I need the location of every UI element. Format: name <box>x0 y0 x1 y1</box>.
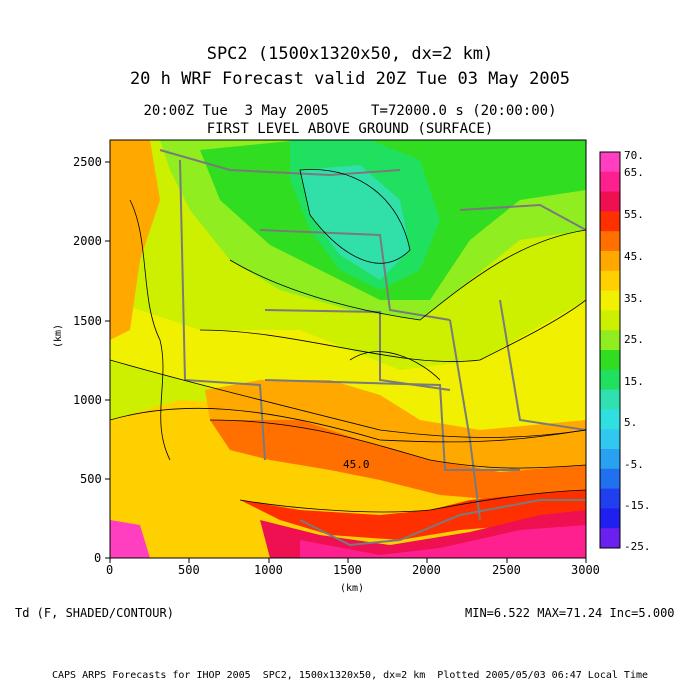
x-tick-1500: 1500 <box>333 563 362 577</box>
colorbar-band <box>600 270 620 292</box>
shaded-field <box>110 140 586 558</box>
colorbar-label-45: 45. <box>624 250 644 263</box>
boundary-southeast <box>499 299 586 431</box>
x-tick-1000: 1000 <box>254 563 283 577</box>
colorbar-band <box>600 369 620 391</box>
x-tick-marks <box>109 558 587 563</box>
y-tick-1000: 1000 <box>73 393 102 407</box>
colorbar-band <box>600 449 620 470</box>
contour-8 <box>349 351 441 381</box>
y-tick-2500: 2500 <box>73 155 102 169</box>
field-red-orange <box>240 490 586 540</box>
contour-label: 45.0 <box>343 458 370 471</box>
colorbar-label-35: 35. <box>624 292 644 305</box>
field-west-orange <box>110 140 160 340</box>
colorbar-frame <box>599 151 621 549</box>
field-description: Td (F, SHADED/CONTOUR) <box>15 606 174 620</box>
contour-4 <box>239 489 586 513</box>
y-tick-500: 500 <box>80 472 102 486</box>
colorbar-label-neg25: -25. <box>624 540 651 553</box>
colorbar-band <box>600 310 620 331</box>
field-darkorange <box>210 420 586 500</box>
colorbar-band <box>600 488 620 509</box>
colorbar-band <box>600 389 620 410</box>
title-line-1: SPC2 (1500x1320x50, dx=2 km) <box>206 44 494 64</box>
x-tick-0: 0 <box>106 563 114 577</box>
colorbar-label-70: 70. <box>624 149 644 162</box>
field-magenta <box>300 525 586 558</box>
colorbar-label-neg5: -5. <box>624 458 644 471</box>
boundary-gulf <box>299 499 586 547</box>
x-axis-label: (km) <box>340 583 365 594</box>
contour-5 <box>199 299 586 362</box>
colorbar-band <box>600 468 620 490</box>
y-tick-marks <box>105 161 110 559</box>
y-tick-2000: 2000 <box>73 234 102 248</box>
colorbar-band <box>600 350 620 371</box>
contour-9 <box>129 199 171 461</box>
x-tick-2000: 2000 <box>412 563 441 577</box>
colorbar-band <box>600 508 620 529</box>
boundary-lakes <box>459 203 586 231</box>
boundary-border-north <box>159 149 401 177</box>
colorbar-label-25: 25. <box>624 333 644 346</box>
colorbar-label-65: 65. <box>624 166 644 179</box>
colorbar-label-5: 5. <box>624 416 638 429</box>
y-axis-label: (km) <box>53 323 64 348</box>
field-pink-west <box>110 520 150 558</box>
colorbar-band <box>600 211 620 232</box>
colorbar-label-15: 15. <box>624 375 644 388</box>
contour-3 <box>209 419 586 469</box>
boundary-south <box>264 379 520 471</box>
boundary-plains <box>259 229 451 321</box>
colorbar-label-neg15: -15. <box>624 499 651 512</box>
title-line-3: 20:00Z Tue 3 May 2005 T=72000.0 s (20:00… <box>143 103 557 119</box>
colorbar-band <box>600 409 620 430</box>
colorbar-band <box>600 528 620 549</box>
contour-2 <box>110 407 586 443</box>
field-yellow <box>110 300 586 440</box>
x-tick-3000: 3000 <box>571 563 600 577</box>
title-line-4: FIRST LEVEL ABOVE GROUND (SURFACE) <box>206 121 494 137</box>
contour-7 <box>299 169 411 264</box>
colorbar-band <box>600 152 620 173</box>
colorbar-band <box>600 171 620 193</box>
contour-6 <box>229 229 586 321</box>
title-line-2: 20 h WRF Forecast valid 20Z Tue 03 May 2… <box>129 69 571 89</box>
colorbar-band <box>600 251 620 272</box>
colorbar-band <box>600 191 620 212</box>
colorbar-band <box>600 290 620 311</box>
x-tick-500: 500 <box>178 563 200 577</box>
colorbar <box>600 152 620 549</box>
field-stats: MIN=6.522 MAX=71.24 Inc=5.000 <box>465 606 675 620</box>
colorbar-band <box>600 330 620 351</box>
y-tick-1500: 1500 <box>73 314 102 328</box>
colorbar-band <box>600 231 620 252</box>
y-tick-0: 0 <box>94 551 102 565</box>
plot-credit: CAPS ARPS Forecasts for IHOP 2005 SPC2, … <box>51 670 649 681</box>
contours <box>110 169 586 513</box>
colorbar-band <box>600 429 620 450</box>
x-tick-2500: 2500 <box>492 563 521 577</box>
contour-1 <box>110 359 586 438</box>
boundary-east <box>449 319 481 521</box>
colorbar-label-55: 55. <box>624 208 644 221</box>
